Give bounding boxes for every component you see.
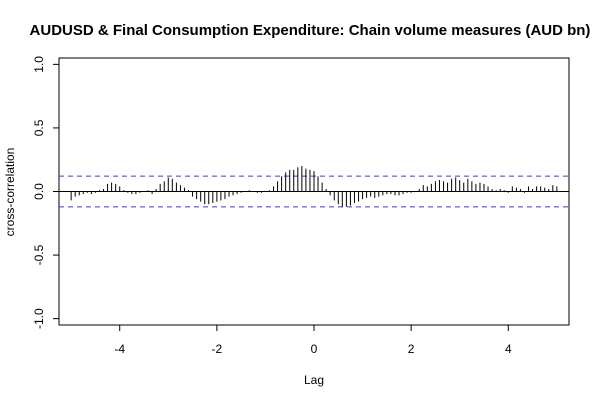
x-tick-label-4: 4: [505, 342, 512, 356]
x-tick-label-2: 0: [311, 342, 318, 356]
y-tick-label-3: -0.5: [32, 244, 46, 265]
y-tick-label-0: 1.0: [32, 56, 46, 73]
chart-marks: -4 -2 0 2 4 1.0 0.5 0.0 -0.5 -1.0: [32, 56, 569, 356]
x-tick-label-0: -4: [114, 342, 125, 356]
x-tick-label-3: 2: [408, 342, 415, 356]
y-axis-label: cross-correlation: [3, 148, 17, 237]
x-tick-label-1: -2: [212, 342, 223, 356]
chart-title: AUDUSD & Final Consumption Expenditure: …: [30, 22, 591, 39]
y-tick-label-2: 0.0: [32, 183, 46, 200]
y-tick-label-4: -1.0: [32, 308, 46, 329]
x-axis-label: Lag: [304, 373, 324, 387]
y-tick-label-1: 0.5: [32, 119, 46, 136]
